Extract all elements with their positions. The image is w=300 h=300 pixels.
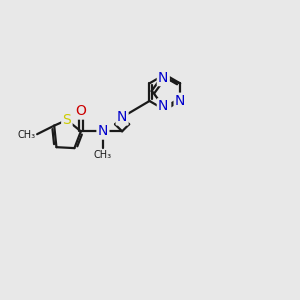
Text: CH₃: CH₃	[17, 130, 36, 140]
Text: N: N	[160, 103, 170, 117]
Text: N: N	[117, 110, 127, 124]
Text: CH₃: CH₃	[94, 150, 112, 160]
Text: N: N	[158, 71, 169, 85]
Text: N: N	[158, 99, 169, 113]
Text: N: N	[98, 124, 108, 138]
Text: N: N	[175, 94, 185, 108]
Text: O: O	[75, 104, 86, 118]
Text: S: S	[62, 113, 71, 127]
